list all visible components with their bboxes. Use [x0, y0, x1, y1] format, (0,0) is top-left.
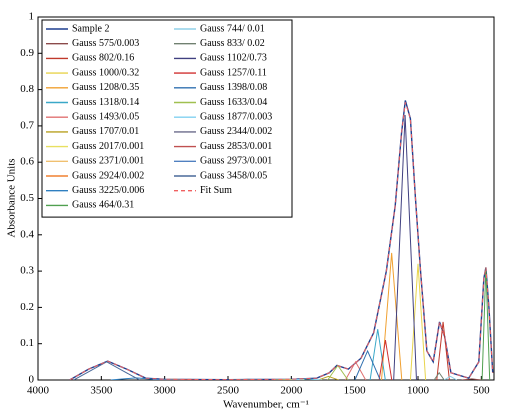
legend-label: Gauss 2017/0.001 [72, 141, 144, 152]
legend-label: Gauss 1493/0.05 [72, 111, 139, 122]
y-tick-label: 0 [29, 374, 35, 386]
series-line [378, 339, 393, 380]
legend-label: Gauss 1000/0.32 [72, 67, 139, 78]
y-tick-label: 0.2 [20, 301, 34, 313]
x-axis-title: Wavenumber, cm⁻¹ [223, 399, 309, 411]
legend-label: Gauss 3225/0.006 [72, 185, 144, 196]
legend-label: Gauss 1707/0.01 [72, 126, 139, 137]
y-tick-label: 0.3 [20, 265, 34, 277]
legend-label: Gauss 1633/0.04 [200, 97, 267, 108]
y-tick-label: 1 [29, 11, 35, 23]
series-line [409, 263, 427, 380]
x-tick-label: 4000 [27, 385, 50, 397]
legend-label: Gauss 1398/0.08 [200, 82, 267, 93]
legend-label: Gauss 464/0.31 [72, 200, 134, 211]
legend-label: Gauss 2973/0.001 [200, 156, 272, 167]
x-tick-label: 3000 [154, 385, 177, 397]
legend-box [41, 19, 293, 218]
legend-label: Gauss 3458/0.05 [200, 170, 267, 181]
y-axis-title: Absorbance Units [6, 158, 18, 237]
series-line [436, 321, 450, 380]
x-tick-label: 500 [473, 385, 490, 397]
legend-label: Gauss 1877/0.003 [200, 111, 272, 122]
series-line [433, 371, 445, 380]
series-line [73, 361, 140, 380]
legend-label: Gauss 833/ 0.02 [200, 38, 265, 49]
series-line [461, 378, 483, 380]
legend-label: Gauss 1257/0.11 [200, 67, 267, 78]
y-tick-label: 0.1 [20, 337, 34, 349]
series-line [443, 375, 458, 380]
y-tick-label: 0.8 [20, 83, 34, 95]
x-tick-label: 2500 [217, 385, 240, 397]
y-tick-label: 0.7 [20, 119, 34, 131]
legend-label: Gauss 1208/0.35 [72, 82, 139, 93]
y-tick-label: 0.9 [20, 47, 34, 59]
plot-lines [69, 100, 494, 380]
y-tick-label: 0.6 [20, 156, 34, 168]
legend-label: Gauss 802/0.16 [72, 53, 134, 64]
legend-label: Gauss 2924/0.002 [72, 170, 144, 181]
legend-label: Gauss 2853/0.001 [200, 141, 272, 152]
legend-label: Gauss 1318/0.14 [72, 97, 139, 108]
series-line [354, 349, 381, 380]
legend-label: Gauss 575/0.003 [72, 38, 139, 49]
series-line [318, 375, 339, 380]
series-line [393, 114, 417, 380]
legend-label: Fit Sum [200, 185, 232, 196]
legend-label: Gauss 1102/0.73 [200, 53, 267, 64]
y-tick-label: 0.4 [20, 228, 34, 240]
x-tick-label: 1000 [407, 385, 430, 397]
legend-label: Sample 2 [72, 23, 110, 34]
series-line [69, 102, 494, 380]
x-tick-label: 2000 [280, 385, 303, 397]
legend-label: Gauss 2344/0.002 [200, 126, 272, 137]
legend-label: Gauss 744/ 0.01 [200, 23, 265, 34]
y-tick-label: 0.5 [20, 192, 34, 204]
legend-label: Gauss 2371/0.001 [72, 156, 144, 167]
series-line [381, 252, 403, 380]
series-line [344, 360, 367, 380]
x-tick-label: 1500 [344, 385, 367, 397]
x-tick-label: 3500 [90, 385, 113, 397]
